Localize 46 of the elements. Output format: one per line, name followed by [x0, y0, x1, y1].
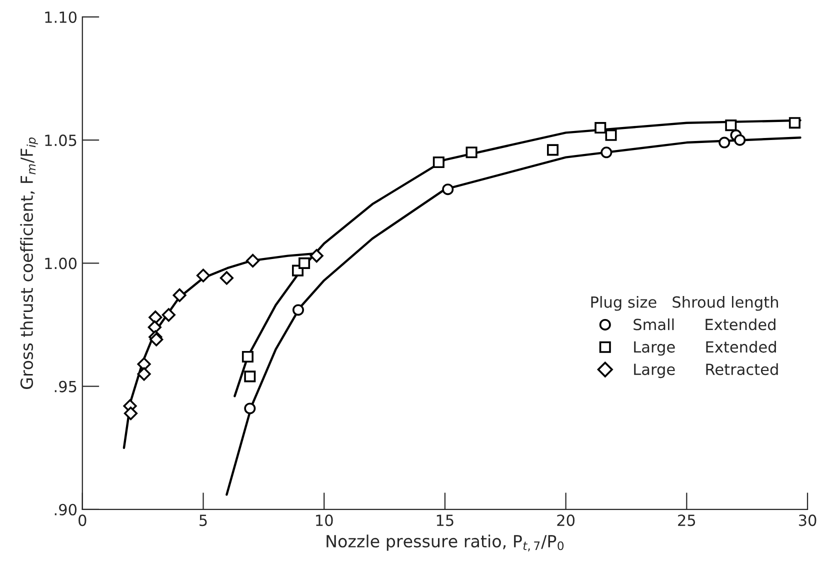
- y-axis-title: Gross thrust coefficient, F$_{m}$/F$_{ip}$: [20, 138, 38, 390]
- point: [137, 367, 151, 381]
- point: [788, 117, 800, 129]
- point: [150, 332, 164, 346]
- point: [244, 370, 256, 382]
- point: [725, 120, 737, 132]
- x-tick-label: 0: [78, 514, 86, 526]
- x-tick-label: 10: [316, 514, 333, 526]
- point: [298, 257, 310, 269]
- point: [148, 310, 162, 324]
- y-tick-label: .95: [54, 380, 76, 392]
- point: [442, 184, 454, 196]
- point: [196, 268, 210, 282]
- point: [172, 288, 186, 302]
- point: [605, 129, 617, 141]
- point: [220, 271, 234, 285]
- point: [310, 249, 324, 263]
- point: [734, 134, 746, 146]
- point: [546, 144, 559, 156]
- point: [244, 402, 256, 414]
- y-tick-label: .90: [54, 504, 77, 516]
- legend-title: Plug size Shroud length: [591, 296, 778, 311]
- point: [466, 146, 478, 158]
- x-tick-label: 30: [798, 514, 816, 526]
- point: [292, 304, 304, 316]
- point: [432, 156, 444, 168]
- point: [137, 357, 151, 371]
- point: [246, 254, 260, 268]
- legend-label: Large Retracted: [634, 363, 778, 378]
- x-tick-label: 20: [557, 514, 575, 526]
- point: [148, 320, 162, 334]
- point: [600, 146, 612, 158]
- point: [594, 122, 606, 134]
- point: [718, 136, 730, 148]
- x-tick-label: 15: [436, 514, 454, 526]
- x-tick-label: 5: [200, 514, 207, 526]
- point: [162, 308, 176, 322]
- y-tick-label: 1.10: [45, 11, 77, 23]
- x-axis-title: Nozzle pressure ratio, P$_{t,7}$/P$_{0}$: [326, 534, 564, 552]
- y-tick-label: 1.05: [45, 134, 76, 146]
- legend-label: Large Extended: [634, 340, 776, 356]
- point: [124, 406, 138, 420]
- legend-label: Small Extended: [634, 318, 776, 330]
- y-tick-label: 1.00: [45, 258, 77, 270]
- point: [242, 350, 254, 363]
- x-tick-label: 25: [678, 514, 696, 526]
